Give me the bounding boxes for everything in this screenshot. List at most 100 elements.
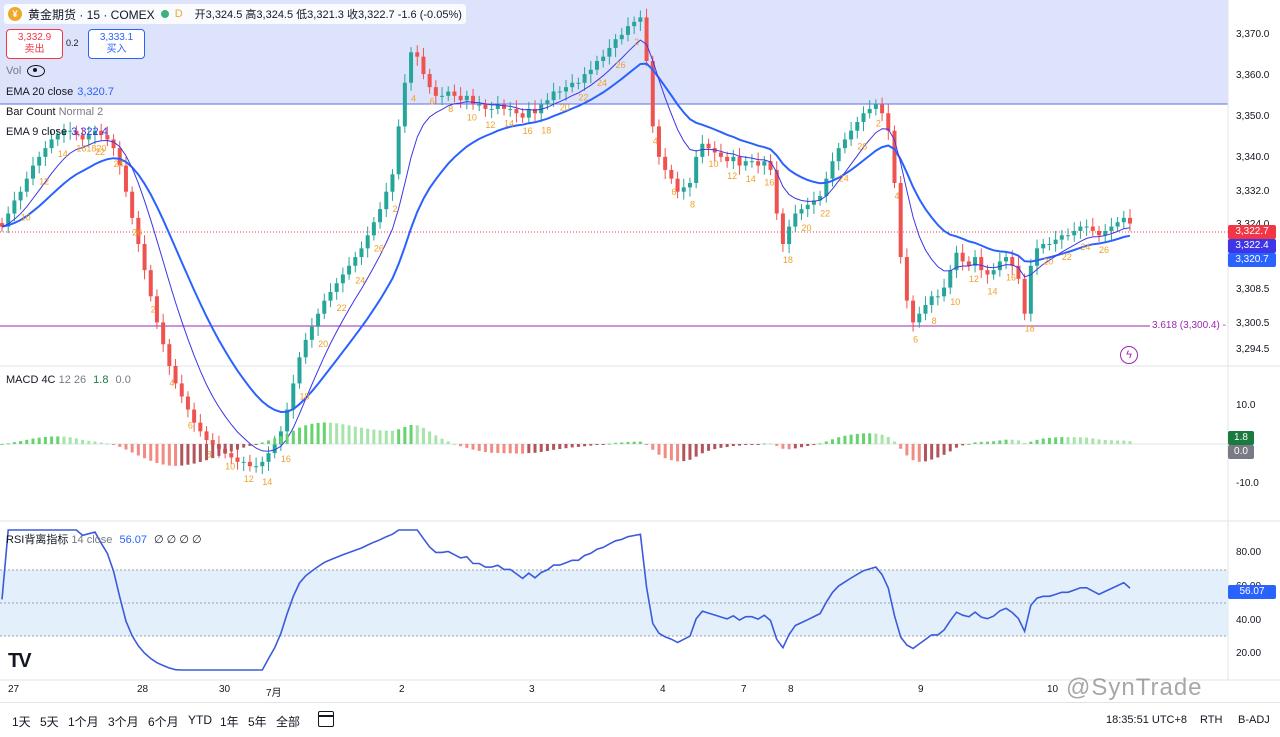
eye-hidden-icon[interactable] xyxy=(27,65,46,78)
flash-icon[interactable]: ϟ xyxy=(1120,346,1138,364)
candle-body xyxy=(650,61,655,127)
timeframe-button[interactable]: 5天 xyxy=(40,715,59,729)
candle-body xyxy=(768,161,773,170)
macd-bar xyxy=(719,444,723,448)
macd-bar xyxy=(979,441,983,444)
candle-body xyxy=(272,444,277,454)
rsi-legend[interactable]: RSI背离指标 14 close 56.07 ∅ ∅ ∅ ∅ xyxy=(6,534,202,546)
buy-label: 买入 xyxy=(106,44,127,55)
candle-body xyxy=(731,156,736,162)
candle-body xyxy=(111,139,116,149)
macd-bar xyxy=(328,422,332,444)
calendar-icon[interactable] xyxy=(318,711,334,727)
candle-body xyxy=(849,130,854,140)
timeframe-button[interactable]: 5年 xyxy=(248,715,267,729)
vol-legend[interactable]: Vol xyxy=(6,65,46,78)
bar-count-legend[interactable]: Bar Count Normal 2 xyxy=(6,106,104,118)
candle-body xyxy=(192,409,197,423)
candle-body xyxy=(68,130,73,132)
change-value: -1.6 (-0.05%) xyxy=(397,9,462,21)
bar-count-label: 12 xyxy=(969,274,979,284)
candle-body xyxy=(607,47,612,57)
candle-body xyxy=(130,191,135,218)
symbol-name[interactable]: 黄金期货 · 15 · COMEX xyxy=(28,7,155,22)
macd-bar xyxy=(942,444,946,455)
session-toggle[interactable]: RTH xyxy=(1200,714,1223,726)
macd-bar xyxy=(707,444,711,451)
candle-body xyxy=(1066,235,1071,237)
macd-bar xyxy=(961,444,965,446)
timeframe-button[interactable]: 1天 xyxy=(12,715,31,729)
macd-bar xyxy=(750,444,754,445)
candle-body xyxy=(867,108,872,114)
macd-bar xyxy=(564,444,568,449)
macd-bar xyxy=(663,444,667,459)
ema9-legend[interactable]: EMA 9 close 3,322.4 xyxy=(6,126,108,138)
macd-bar xyxy=(260,442,264,444)
macd-bar xyxy=(434,435,438,444)
candle-body xyxy=(594,61,599,70)
macd-bar xyxy=(74,438,78,444)
macd-bar xyxy=(576,444,580,447)
macd-bar xyxy=(254,444,258,445)
macd-bar xyxy=(787,444,791,450)
sell-price: 3,332.9 xyxy=(17,32,52,43)
timeframe-button[interactable]: 6个月 xyxy=(148,715,179,729)
macd-legend[interactable]: MACD 4C 12 26 1.8 0.0 xyxy=(6,374,131,386)
macd-bar xyxy=(552,444,556,450)
macd-bar xyxy=(297,427,301,444)
macd-bar xyxy=(583,444,587,447)
adjustment-toggle[interactable]: B-ADJ xyxy=(1238,714,1270,726)
timeframe-button[interactable]: 1年 xyxy=(220,715,239,729)
rsi-tick-80: 80.00 xyxy=(1236,547,1262,558)
sell-button[interactable]: 3,332.9 卖出 xyxy=(6,29,63,59)
macd-value-tag: 1.8 xyxy=(1228,431,1254,445)
macd-bar xyxy=(874,433,878,444)
macd-bar xyxy=(446,441,450,444)
macd-bar xyxy=(62,436,66,444)
timeframe-button[interactable]: 3个月 xyxy=(108,715,139,729)
bar-count-label: 16 xyxy=(281,454,291,464)
candle-body xyxy=(43,148,48,157)
timeframe-button[interactable]: 全部 xyxy=(276,715,301,729)
candle-body xyxy=(421,56,426,75)
bar-count-label: 14 xyxy=(58,149,68,159)
macd-bar xyxy=(880,434,884,444)
macd-bar xyxy=(589,444,593,446)
candle-body xyxy=(123,165,128,192)
tradingview-logo[interactable]: TV xyxy=(8,650,32,672)
candle-body xyxy=(452,91,457,96)
macd-bar xyxy=(37,437,41,444)
candle-body xyxy=(632,21,637,27)
buy-button[interactable]: 3,333.1 买入 xyxy=(88,29,145,59)
bar-count-label: 22 xyxy=(820,209,830,219)
bar-count-label: 24 xyxy=(839,173,849,183)
spread-value: 0.2 xyxy=(66,38,79,48)
bar-count-label: 24 xyxy=(114,159,124,169)
candle-body xyxy=(942,287,947,297)
time-label: 27 xyxy=(8,684,20,695)
candle-body xyxy=(86,135,91,140)
symbol-header[interactable]: ¥ 黄金期货 · 15 · COMEX D 开3,324.5 高3,324.5 … xyxy=(4,4,466,24)
macd-bar xyxy=(440,438,444,444)
macd-bar xyxy=(471,444,475,450)
ema9-price-tag: 3,322.4 xyxy=(1228,239,1276,253)
macd-bar xyxy=(923,444,927,462)
clock-time[interactable]: 18:35:51 UTC+8 xyxy=(1106,714,1188,726)
candle-body xyxy=(886,113,891,131)
macd-bar xyxy=(930,444,934,460)
candle-body xyxy=(471,95,476,105)
macd-bar xyxy=(267,440,271,444)
timeframe-button[interactable]: YTD xyxy=(188,713,212,727)
ema20-legend[interactable]: EMA 20 close 3,320.7 xyxy=(6,86,114,98)
candle-body xyxy=(1010,257,1015,266)
timeframe-button[interactable]: 1个月 xyxy=(68,715,99,729)
macd-bar xyxy=(725,444,729,448)
last-price-tag: 3,322.7 xyxy=(1228,225,1276,239)
candle-body xyxy=(30,165,35,179)
macd-bar xyxy=(638,441,642,444)
bottom-toolbar: 1天 5天 1个月 3个月 6个月 YTD 1年 5年 全部 18:35:51 UTC+8 RT… xyxy=(0,702,1280,737)
macd-bar xyxy=(1085,437,1089,444)
bar-count-label: 26 xyxy=(857,142,867,152)
